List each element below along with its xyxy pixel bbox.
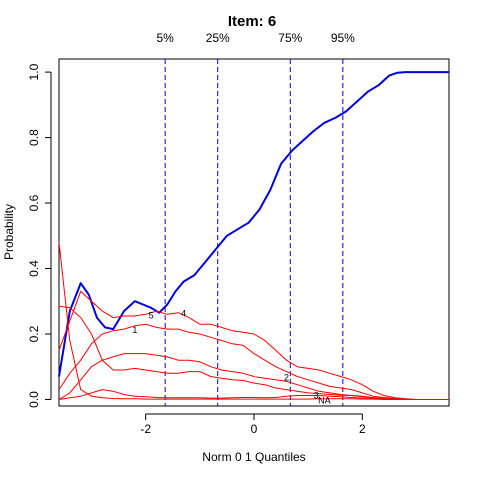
y-tick-label-1: 0.2 (27, 325, 41, 342)
axes: -2 0 2 0.0 0.2 0.4 0.6 0.8 1.0 (27, 63, 366, 436)
y-axis-label: Probability (2, 204, 16, 260)
y-tick-label-4: 0.8 (27, 129, 41, 146)
quantile-label-3: 95% (331, 31, 355, 45)
series-lines (58, 71, 449, 400)
option-label-2: 2 (284, 373, 289, 383)
curve-labels: 1 2 3 4 5 NA (132, 309, 330, 406)
option-line-4 (58, 290, 449, 400)
y-tick-label-3: 0.6 (27, 194, 41, 211)
option-line-5 (58, 305, 449, 400)
option-label-NA: NA (318, 395, 331, 405)
chart-title: Item: 6 (228, 13, 276, 30)
quantile-lines: 5% 25% 75% 95% (156, 31, 355, 406)
plot-box (58, 58, 450, 407)
option-line-3 (58, 389, 449, 400)
x-axis-label: Norm 0 1 Quantiles (202, 450, 305, 464)
quantile-label-1: 25% (206, 31, 230, 45)
y-tick-label-5: 1.0 (27, 63, 41, 80)
option-label-1: 1 (132, 325, 137, 335)
expected-score-line (58, 71, 449, 377)
option-line-NA (58, 242, 449, 400)
x-tick-label-0: -2 (140, 422, 151, 436)
quantile-label-2: 75% (278, 31, 302, 45)
quantile-label-0: 5% (156, 31, 174, 45)
option-label-3: 3 (314, 391, 319, 401)
option-label-4: 4 (181, 309, 186, 319)
y-tick-label-2: 0.4 (27, 260, 41, 277)
x-tick-label-1: 0 (251, 422, 258, 436)
option-line-1 (58, 323, 449, 400)
option-label-5: 5 (149, 310, 154, 320)
y-tick-label-0: 0.0 (27, 391, 41, 408)
x-tick-label-2: 2 (359, 422, 366, 436)
